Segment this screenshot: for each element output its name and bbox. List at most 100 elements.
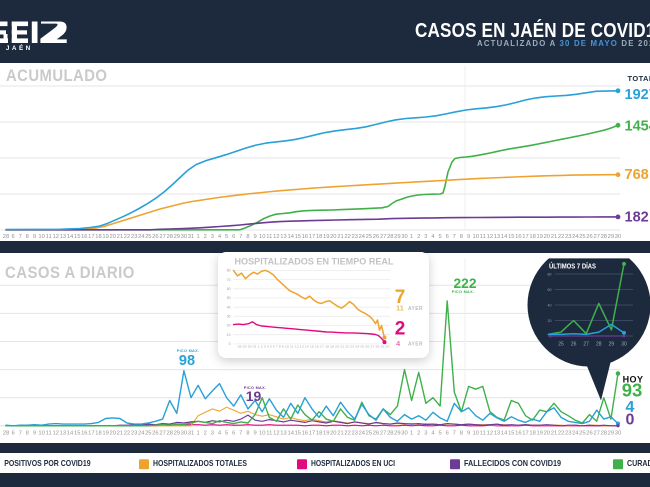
svg-text:19: 19 [102, 430, 108, 436]
svg-text:768: 768 [625, 167, 649, 183]
svg-text:22: 22 [344, 234, 350, 240]
svg-text:30: 30 [226, 314, 230, 318]
svg-text:29: 29 [608, 430, 614, 436]
svg-text:21: 21 [337, 430, 343, 436]
svg-text:15: 15 [295, 234, 301, 240]
svg-text:21: 21 [117, 234, 123, 240]
svg-text:9: 9 [467, 430, 470, 436]
svg-text:10: 10 [259, 234, 265, 240]
svg-text:60: 60 [226, 287, 230, 291]
svg-text:26: 26 [571, 342, 577, 348]
svg-text:4: 4 [626, 399, 635, 416]
svg-text:20: 20 [544, 234, 550, 240]
svg-text:9: 9 [253, 234, 256, 240]
svg-text:7: 7 [19, 430, 22, 436]
svg-text:30: 30 [615, 430, 621, 436]
svg-text:ÚLTIMOS 7 DÍAS: ÚLTIMOS 7 DÍAS [549, 262, 596, 271]
svg-text:20: 20 [109, 430, 115, 436]
svg-text:16: 16 [81, 234, 87, 240]
svg-text:20: 20 [226, 323, 230, 327]
svg-text:28: 28 [166, 430, 172, 436]
svg-text:31: 31 [188, 430, 194, 436]
svg-text:21: 21 [337, 234, 343, 240]
svg-text:12: 12 [53, 234, 59, 240]
svg-text:182: 182 [625, 209, 649, 225]
svg-text:17: 17 [522, 430, 528, 436]
svg-text:AYER: AYER [408, 305, 423, 311]
svg-text:21: 21 [551, 430, 557, 436]
svg-text:70: 70 [226, 277, 230, 281]
svg-text:23: 23 [565, 234, 571, 240]
svg-text:11: 11 [266, 430, 272, 436]
svg-text:29: 29 [609, 342, 615, 348]
svg-text:20: 20 [548, 319, 552, 323]
svg-text:AYER: AYER [408, 341, 423, 347]
svg-text:1: 1 [410, 430, 413, 436]
svg-text:16: 16 [302, 234, 308, 240]
svg-text:26: 26 [373, 234, 379, 240]
svg-text:24: 24 [138, 234, 145, 240]
svg-text:22: 22 [124, 430, 130, 436]
svg-text:HOSPITALIZADOS TOTALES: HOSPITALIZADOS TOTALES [153, 459, 247, 468]
svg-text:30: 30 [181, 430, 187, 436]
svg-text:27: 27 [380, 234, 386, 240]
svg-text:25: 25 [366, 430, 372, 436]
svg-text:40: 40 [548, 303, 552, 307]
svg-text:22: 22 [344, 430, 350, 436]
svg-text:12: 12 [487, 234, 493, 240]
svg-text:8: 8 [26, 430, 29, 436]
svg-text:6: 6 [232, 234, 235, 240]
svg-text:26: 26 [152, 430, 158, 436]
svg-text:4: 4 [431, 430, 435, 436]
svg-text:30: 30 [621, 342, 627, 348]
svg-text:30: 30 [401, 430, 407, 436]
svg-text:11: 11 [480, 430, 486, 436]
svg-text:17: 17 [309, 234, 315, 240]
svg-text:2: 2 [204, 430, 207, 436]
svg-text:6: 6 [446, 234, 449, 240]
svg-text:25: 25 [366, 234, 372, 240]
svg-text:80: 80 [548, 272, 552, 276]
svg-text:15: 15 [295, 430, 301, 436]
svg-text:9: 9 [33, 430, 36, 436]
svg-text:29: 29 [174, 430, 180, 436]
svg-text:27: 27 [593, 430, 599, 436]
svg-text:28: 28 [387, 430, 393, 436]
svg-text:10: 10 [259, 430, 265, 436]
svg-text:30: 30 [615, 234, 621, 240]
svg-text:10: 10 [38, 430, 44, 436]
svg-text:30: 30 [401, 234, 407, 240]
svg-text:30: 30 [181, 234, 187, 240]
svg-text:FALLECIDOS CON COVID19: FALLECIDOS CON COVID19 [464, 459, 561, 468]
svg-text:23: 23 [565, 430, 571, 436]
svg-text:9: 9 [253, 430, 256, 436]
svg-text:29: 29 [608, 234, 614, 240]
svg-text:26: 26 [586, 430, 592, 436]
svg-text:0: 0 [228, 342, 230, 346]
svg-text:28: 28 [387, 234, 393, 240]
svg-text:3: 3 [424, 430, 427, 436]
svg-text:28: 28 [596, 342, 602, 348]
svg-text:11: 11 [46, 430, 52, 436]
svg-text:22: 22 [124, 234, 130, 240]
svg-text:18: 18 [95, 234, 101, 240]
svg-text:25: 25 [579, 234, 585, 240]
svg-text:27: 27 [583, 342, 589, 348]
svg-text:HOSPITALIZADOS EN TIEMPO REAL: HOSPITALIZADOS EN TIEMPO REAL [234, 256, 394, 266]
svg-text:21: 21 [551, 234, 557, 240]
svg-text:20: 20 [544, 430, 550, 436]
svg-text:13: 13 [280, 430, 286, 436]
svg-text:6: 6 [11, 430, 14, 436]
svg-text:12: 12 [273, 430, 279, 436]
svg-text:16: 16 [302, 430, 308, 436]
svg-text:15: 15 [508, 430, 514, 436]
svg-text:12: 12 [273, 234, 279, 240]
svg-text:6: 6 [446, 430, 449, 436]
svg-text:5: 5 [438, 430, 441, 436]
svg-text:25: 25 [579, 430, 585, 436]
svg-text:23: 23 [131, 430, 137, 436]
svg-text:3: 3 [424, 234, 427, 240]
svg-text:14: 14 [67, 234, 74, 240]
svg-text:10: 10 [472, 234, 478, 240]
svg-text:13: 13 [494, 430, 500, 436]
